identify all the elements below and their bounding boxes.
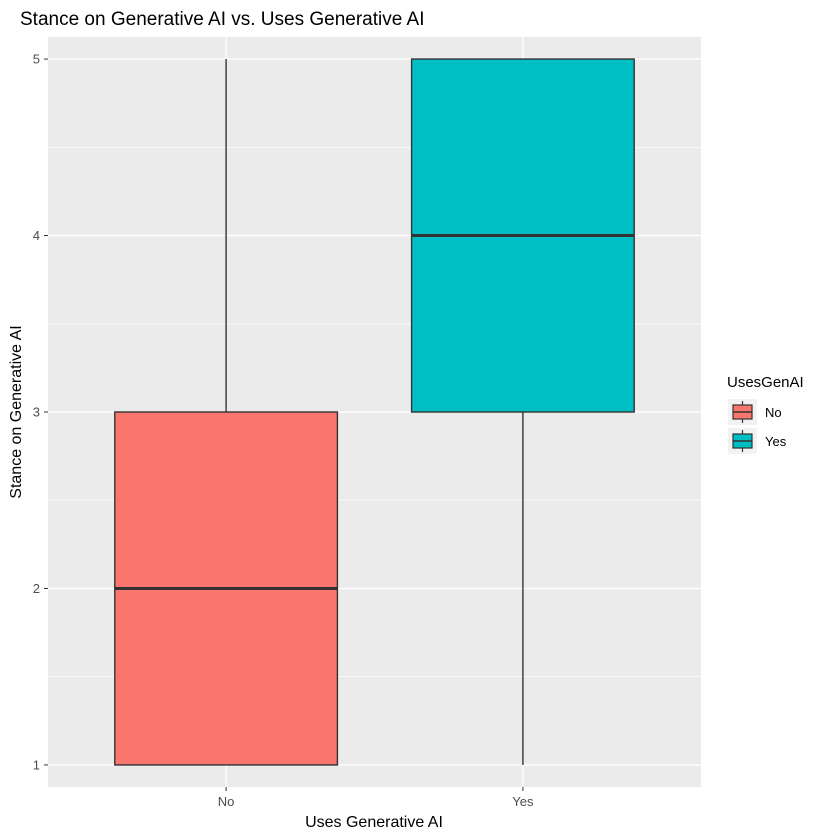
y-tick-label: 3: [33, 405, 40, 420]
legend-key-no: [728, 399, 757, 425]
y-tick-label: 2: [33, 581, 40, 596]
legend: UsesGenAI No Yes: [727, 374, 804, 454]
legend-label: No: [765, 405, 782, 420]
y-tick-label: 5: [33, 52, 40, 67]
box-no: [114, 59, 339, 766]
x-tick-label: Yes: [512, 794, 534, 809]
x-axis: No Yes: [218, 787, 534, 809]
chart-title: Stance on Generative AI vs. Uses Generat…: [20, 9, 425, 30]
y-tick-label: 4: [33, 228, 40, 243]
box-group: [114, 58, 635, 766]
y-axis: 1 2 3 4 5: [33, 52, 48, 772]
legend-label: Yes: [765, 434, 787, 449]
box-yes: [410, 58, 635, 765]
x-axis-label: Uses Generative AI: [305, 814, 443, 831]
y-tick-label: 1: [33, 757, 40, 772]
legend-key-yes: [728, 428, 757, 454]
y-axis-label: Stance on Generative AI: [8, 325, 25, 498]
x-tick-label: No: [218, 794, 235, 809]
legend-title: UsesGenAI: [727, 374, 804, 391]
